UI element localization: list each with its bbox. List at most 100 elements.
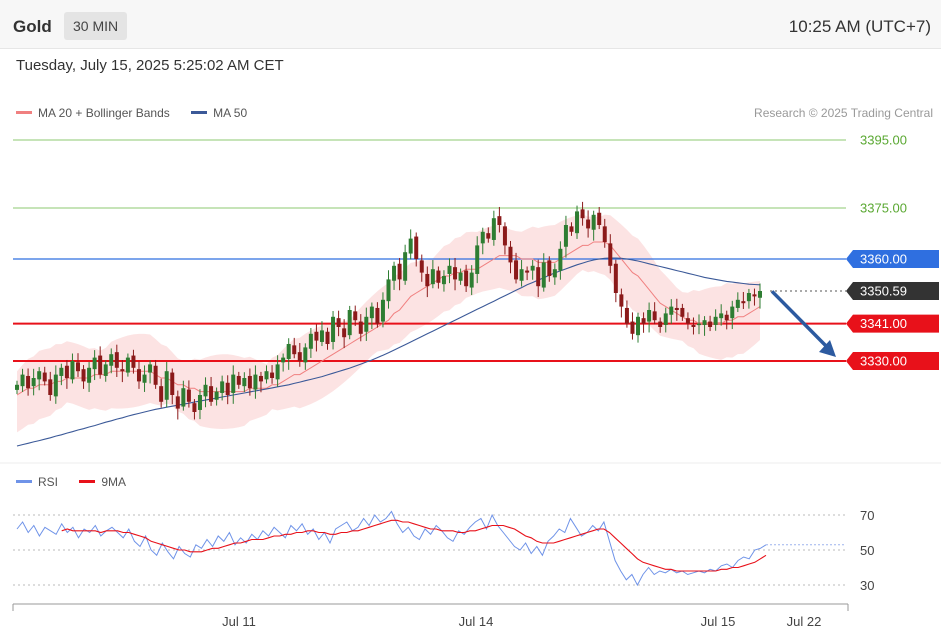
candle-body <box>663 313 668 325</box>
candle-body <box>59 367 64 376</box>
candle-body <box>48 379 53 395</box>
candle-body <box>148 364 153 373</box>
candle-body <box>109 354 114 366</box>
candle-body <box>735 299 740 308</box>
candle-body <box>314 331 319 341</box>
candle-body <box>186 389 191 402</box>
candle-body <box>319 330 324 342</box>
candle-body <box>75 362 80 372</box>
candle-body <box>436 270 441 283</box>
candle-body <box>469 272 474 288</box>
candle-body <box>397 263 402 280</box>
candle-body <box>685 318 690 324</box>
candle-body <box>441 276 446 285</box>
candle-body <box>480 231 485 244</box>
candle-body <box>336 318 341 327</box>
candle-body <box>608 243 613 266</box>
legend-ma20-label: MA 20 + Bollinger Bands <box>38 106 170 120</box>
level-label-0: 3395.00 <box>860 133 907 148</box>
candle-body <box>125 357 130 373</box>
local-clock: 10:25 AM (UTC+7) <box>788 17 931 36</box>
candle-body <box>369 306 374 319</box>
candle-body <box>591 214 596 230</box>
legend-9ma: 9MA <box>79 475 126 489</box>
time-tick-label-0: Jul 11 <box>222 614 256 629</box>
level-tag-3 <box>846 281 939 300</box>
candle-body <box>353 311 358 321</box>
candle-body <box>175 396 180 409</box>
candle-body <box>364 316 369 332</box>
candle-body <box>247 375 252 389</box>
candle-body <box>203 384 208 397</box>
candle-body <box>602 226 607 242</box>
candle-body <box>502 226 507 246</box>
candle-body <box>392 265 397 281</box>
candle-body <box>586 219 591 229</box>
candle-body <box>575 211 580 234</box>
candle-body <box>53 374 58 397</box>
candle-body <box>447 265 452 274</box>
candle-body <box>286 344 291 359</box>
candle-body <box>37 371 42 380</box>
candle-body <box>408 238 413 254</box>
candle-body <box>342 328 347 338</box>
candle-body <box>153 365 158 385</box>
candle-body <box>453 267 458 280</box>
rsi-line <box>16 510 767 587</box>
candle-body <box>691 324 696 327</box>
candle-body <box>181 388 186 407</box>
candle-body <box>131 355 136 368</box>
candle-body <box>597 212 602 225</box>
candle-body <box>491 218 496 240</box>
candle-body <box>658 321 663 327</box>
chart-datetime: Tuesday, July 15, 2025 5:25:02 AM CET <box>16 57 284 74</box>
candle-body <box>619 294 624 307</box>
candle-body <box>547 260 552 276</box>
candle-body <box>197 395 202 410</box>
candle-body <box>652 311 657 321</box>
candle-body <box>636 316 641 336</box>
candle-body <box>558 248 563 271</box>
candle-body <box>724 314 729 321</box>
candle-body <box>569 226 574 232</box>
candle-body <box>231 374 236 393</box>
candle-body <box>170 372 175 395</box>
candle-body <box>697 323 702 326</box>
candle-body <box>20 374 25 387</box>
candle-body <box>702 320 707 325</box>
candle-body <box>358 321 363 334</box>
candle-body <box>613 263 618 293</box>
candle-body <box>275 364 280 380</box>
instrument-name: Gold <box>13 17 52 36</box>
candle-body <box>87 367 92 383</box>
header-bar: Gold 30 MIN 10:25 AM (UTC+7) <box>0 0 941 49</box>
legend-ma50: MA 50 <box>191 106 247 120</box>
candle-body <box>297 352 302 361</box>
candle-body <box>331 316 336 342</box>
candle-body <box>719 313 724 319</box>
candle-body <box>525 270 530 273</box>
candle-body <box>308 333 313 349</box>
candle-body <box>236 375 241 385</box>
candle-body <box>214 391 219 400</box>
level-label-1: 3375.00 <box>860 201 907 216</box>
candle-body <box>258 375 263 382</box>
candle-body <box>225 382 230 395</box>
candle-body <box>292 345 297 355</box>
legend-9ma-swatch <box>79 480 96 484</box>
candle-body <box>580 209 585 219</box>
candle-body <box>536 267 541 287</box>
candle-body <box>325 331 330 344</box>
candle-body <box>419 260 424 273</box>
forecast-arrow-shaft <box>770 290 832 352</box>
candle-body <box>519 269 524 281</box>
candle-body <box>142 374 147 383</box>
candle-body <box>26 375 31 389</box>
legend-rsi: RSI <box>16 475 58 489</box>
candle-body <box>552 269 557 278</box>
candle-body <box>209 386 214 402</box>
timeframe-selector[interactable]: 30 MIN <box>64 12 128 40</box>
candle-body <box>508 246 513 263</box>
rsi-tick-label-30: 30 <box>860 578 874 593</box>
